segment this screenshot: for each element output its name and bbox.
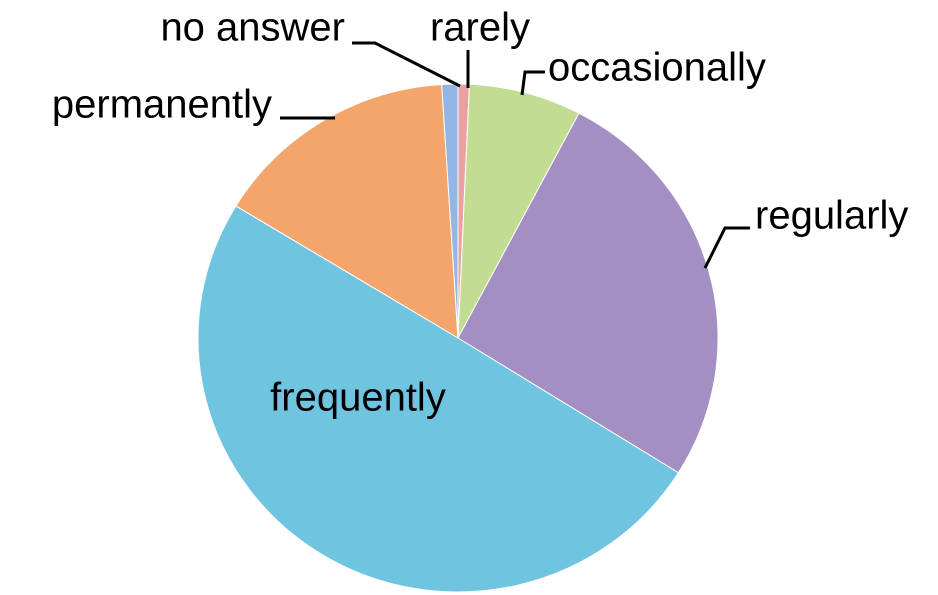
- leader-line: [703, 226, 750, 269]
- slice-label: regularly: [755, 194, 908, 238]
- pie-slice: [457, 112, 719, 474]
- slice-label: occasionally: [548, 46, 766, 90]
- pie-slice: [235, 83, 459, 339]
- pie-slice: [457, 83, 580, 339]
- leader-line: [520, 70, 545, 96]
- slice-label: no answer: [160, 6, 345, 50]
- pie-slice: [197, 205, 680, 593]
- slice-label: frequently: [270, 376, 446, 420]
- slice-label: rarely: [430, 6, 530, 50]
- slice-label: permanently: [52, 83, 272, 127]
- leader-line: [352, 41, 461, 88]
